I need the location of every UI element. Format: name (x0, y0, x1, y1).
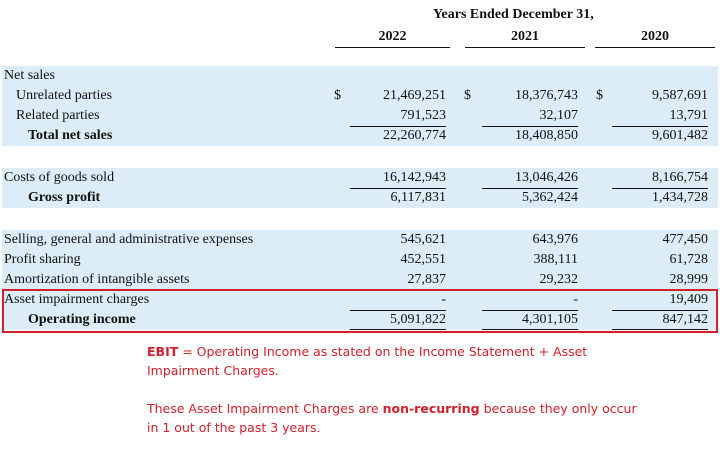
row-label: Costs of goods sold (4, 170, 115, 185)
row-label: Operating income (28, 312, 136, 327)
amount: 5,091,822 (390, 312, 446, 327)
total-rule (350, 188, 446, 189)
highlight-box (2, 289, 718, 333)
total-rule (612, 310, 708, 311)
row-band (2, 270, 718, 290)
currency-symbol: $ (464, 88, 471, 103)
amount: 21,469,251 (383, 88, 446, 103)
row-band (2, 310, 718, 330)
amount: 22,260,774 (383, 128, 446, 143)
note-text: = Operating Income as stated on the Inco… (147, 344, 588, 378)
amount: 6,117,831 (390, 190, 446, 205)
row-band (2, 126, 718, 146)
amount: - (573, 292, 578, 307)
amount: 791,523 (400, 108, 447, 123)
total-rule (350, 126, 446, 127)
double-rule (482, 329, 578, 330)
amount: 18,376,743 (515, 88, 578, 103)
double-rule (350, 329, 446, 330)
row-label: Selling, general and administrative expe… (4, 232, 254, 247)
total-rule (612, 126, 708, 127)
total-rule (612, 188, 708, 189)
amount: 27,837 (407, 272, 447, 287)
amount: 5,362,424 (522, 190, 578, 205)
row-band (2, 168, 718, 188)
currency-symbol: $ (334, 88, 341, 103)
currency-symbol: $ (596, 88, 603, 103)
amount: 29,232 (539, 272, 579, 287)
row-band (2, 66, 718, 86)
row-label: Gross profit (28, 190, 101, 205)
header-rule (595, 47, 715, 48)
year-header: 2021 (511, 29, 539, 44)
amount: 9,587,691 (652, 88, 708, 103)
row-label: Profit sharing (4, 252, 81, 267)
amount: 452,551 (400, 252, 447, 267)
row-label: Asset impairment charges (4, 292, 150, 307)
amount: 28,999 (669, 272, 709, 287)
amount: 19,409 (669, 292, 709, 307)
row-band (2, 290, 718, 310)
amount: 4,301,105 (522, 312, 578, 327)
amount: 13,791 (669, 108, 709, 123)
amount: 388,111 (533, 252, 578, 267)
amount: 13,046,426 (515, 170, 578, 185)
row-band (2, 230, 718, 250)
note-text: EBIT (147, 344, 179, 359)
note-text: non-recurring (382, 401, 480, 416)
amount: 477,450 (662, 232, 709, 247)
amount: 1,434,728 (652, 190, 708, 205)
year-header: 2020 (641, 29, 669, 44)
amount: 32,107 (539, 108, 579, 123)
header-rule (335, 47, 450, 48)
total-rule (482, 188, 578, 189)
row-label: Net sales (4, 68, 55, 83)
amount: 16,142,943 (383, 170, 446, 185)
amount: 61,728 (669, 252, 709, 267)
total-rule (350, 310, 446, 311)
note-text: because they only occur in 1 out of the … (147, 401, 637, 435)
amount: - (441, 292, 446, 307)
total-rule (482, 126, 578, 127)
note-text: These Asset Impairment Charges are (147, 401, 383, 416)
row-label: Amortization of intangible assets (4, 272, 190, 287)
note: EBIT = Operating Income as stated on the… (147, 342, 647, 456)
row-band (2, 250, 718, 270)
row-band (2, 188, 718, 208)
amount: 9,601,482 (652, 128, 708, 143)
amount: 545,621 (400, 232, 447, 247)
note-paragraph: These Asset Impairment Charges are non-r… (147, 399, 647, 437)
table-title: Years Ended December 31, (433, 7, 594, 22)
amount: 847,142 (662, 312, 709, 327)
double-rule (612, 329, 708, 330)
amount: 8,166,754 (652, 170, 708, 185)
year-header: 2022 (378, 29, 407, 44)
total-rule (482, 310, 578, 311)
amount: 643,976 (532, 232, 579, 247)
row-label: Related parties (16, 108, 100, 123)
header-rule (465, 47, 585, 48)
amount: 18,408,850 (515, 128, 578, 143)
row-label: Unrelated parties (16, 88, 113, 103)
note-paragraph: EBIT = Operating Income as stated on the… (147, 342, 647, 380)
row-label: Total net sales (28, 128, 113, 143)
row-band (2, 106, 718, 126)
row-band (2, 86, 718, 106)
